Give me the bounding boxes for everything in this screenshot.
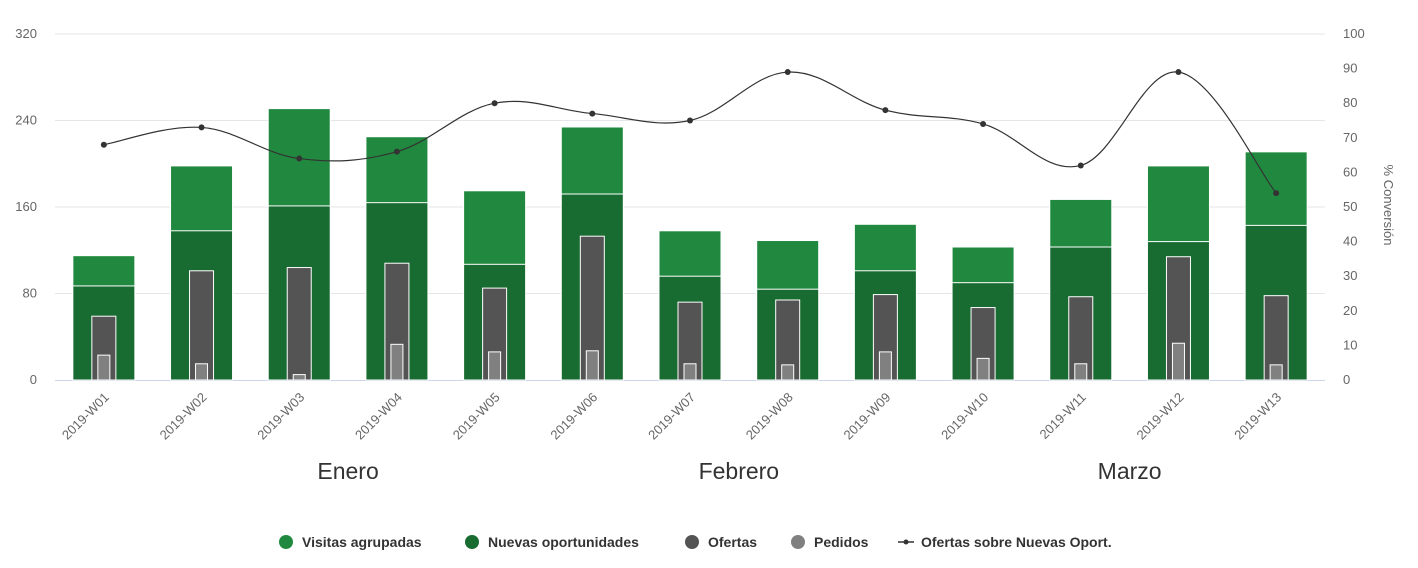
conversion-point (882, 107, 889, 114)
y-axis-right: 0 10 20 30 40 50 60 70 80 90 100 (1343, 26, 1365, 387)
x-tick-label: 2019-W04 (352, 390, 405, 443)
x-tick-label: 2019-W11 (1037, 390, 1089, 442)
y-right-tick-label: 0 (1343, 372, 1350, 387)
conversion-point (589, 110, 596, 117)
conversion-point (100, 141, 107, 148)
y-left-tick-label: 320 (15, 26, 37, 41)
conversion-point (1175, 69, 1182, 76)
y-right-tick-label: 30 (1343, 268, 1357, 283)
legend-item: Ofertas (685, 534, 757, 550)
y-left-tick-label: 160 (15, 199, 37, 214)
conversion-point (1273, 190, 1280, 197)
bar-pedidos (1171, 342, 1185, 381)
legend-label: Ofertas (708, 534, 757, 550)
legend-label: Nuevas oportunidades (488, 534, 639, 550)
x-axis: 2019-W01 2019-W02 2019-W03 2019-W04 2019-W05… (59, 390, 1284, 443)
x-tick-label: 2019-W12 (1134, 390, 1187, 443)
bar-pedidos (585, 350, 599, 381)
bar-ofertas (286, 267, 312, 381)
x-tick-label: 2019-W05 (450, 390, 503, 443)
y-right-tick-label: 10 (1343, 337, 1357, 352)
legend-item: Visitas agrupadas (279, 534, 422, 550)
conversion-point (491, 100, 498, 107)
bar-pedidos (195, 363, 209, 381)
legend: Visitas agrupadas Nuevas oportunidades Ofe… (279, 534, 1112, 550)
month-label: Enero (317, 458, 378, 484)
x-tick-label: 2019-W10 (938, 390, 991, 443)
legend-symbol (903, 539, 909, 545)
bar-pedidos (781, 364, 795, 381)
bars (72, 108, 1308, 381)
month-labels: Enero Febrero Marzo (317, 458, 1161, 484)
conversion-point (784, 69, 791, 76)
conversion-point (296, 155, 303, 162)
bar-pedidos (878, 351, 892, 381)
y-right-tick-label: 100 (1343, 26, 1365, 41)
y-right-tick-label: 80 (1343, 95, 1357, 110)
y-left-tick-label: 80 (23, 286, 37, 301)
legend-item: Nuevas oportunidades (465, 534, 639, 550)
conversion-point (198, 124, 205, 131)
y-right-tick-label: 60 (1343, 164, 1357, 179)
conversion-point (980, 120, 987, 127)
y-right-tick-label: 50 (1343, 199, 1357, 214)
bar-pedidos (488, 351, 502, 381)
y-left-tick-label: 240 (15, 113, 37, 128)
x-tick-label: 2019-W07 (645, 390, 698, 443)
legend-label: Visitas agrupadas (302, 534, 422, 550)
legend-symbol (791, 535, 805, 549)
legend-label: Pedidos (814, 534, 869, 550)
bar-pedidos (683, 363, 697, 381)
conversion-point (393, 148, 400, 155)
bar-pedidos (1074, 363, 1088, 381)
bar-pedidos (292, 374, 306, 381)
legend-symbol (279, 535, 293, 549)
x-tick-label: 2019-W02 (157, 390, 210, 443)
month-label: Marzo (1098, 458, 1162, 484)
x-tick-label: 2019-W06 (547, 390, 600, 443)
bar-pedidos (97, 354, 111, 381)
y-axis-right-title: % Conversión (1381, 165, 1396, 246)
bar-pedidos (390, 343, 404, 381)
conversion-point (1077, 162, 1084, 169)
legend-symbol (685, 535, 699, 549)
x-tick-label: 2019-W03 (254, 390, 307, 443)
bar-pedidos (976, 357, 990, 381)
legend-symbol (465, 535, 479, 549)
y-left-tick-label: 0 (30, 372, 37, 387)
y-right-tick-label: 90 (1343, 61, 1357, 76)
y-right-tick-label: 20 (1343, 303, 1357, 318)
y-right-tick-label: 40 (1343, 234, 1357, 249)
month-label: Febrero (699, 458, 780, 484)
x-tick-label: 2019-W08 (743, 390, 796, 443)
y-axis-left: 0 80 160 240 320 (15, 26, 37, 387)
bar-pedidos (1269, 364, 1283, 381)
x-tick-label: 2019-W13 (1231, 390, 1284, 443)
x-tick-label: 2019-W01 (59, 390, 112, 443)
legend-item: Pedidos (791, 534, 869, 550)
legend-label: Ofertas sobre Nuevas Oport. (921, 534, 1112, 550)
legend-item: Ofertas sobre Nuevas Oport. (898, 534, 1112, 550)
bar-ofertas (189, 270, 215, 381)
conversion-point (687, 117, 693, 124)
y-right-tick-label: 70 (1343, 130, 1357, 145)
conversion-line (100, 69, 1280, 197)
x-tick-label: 2019-W09 (840, 390, 893, 443)
